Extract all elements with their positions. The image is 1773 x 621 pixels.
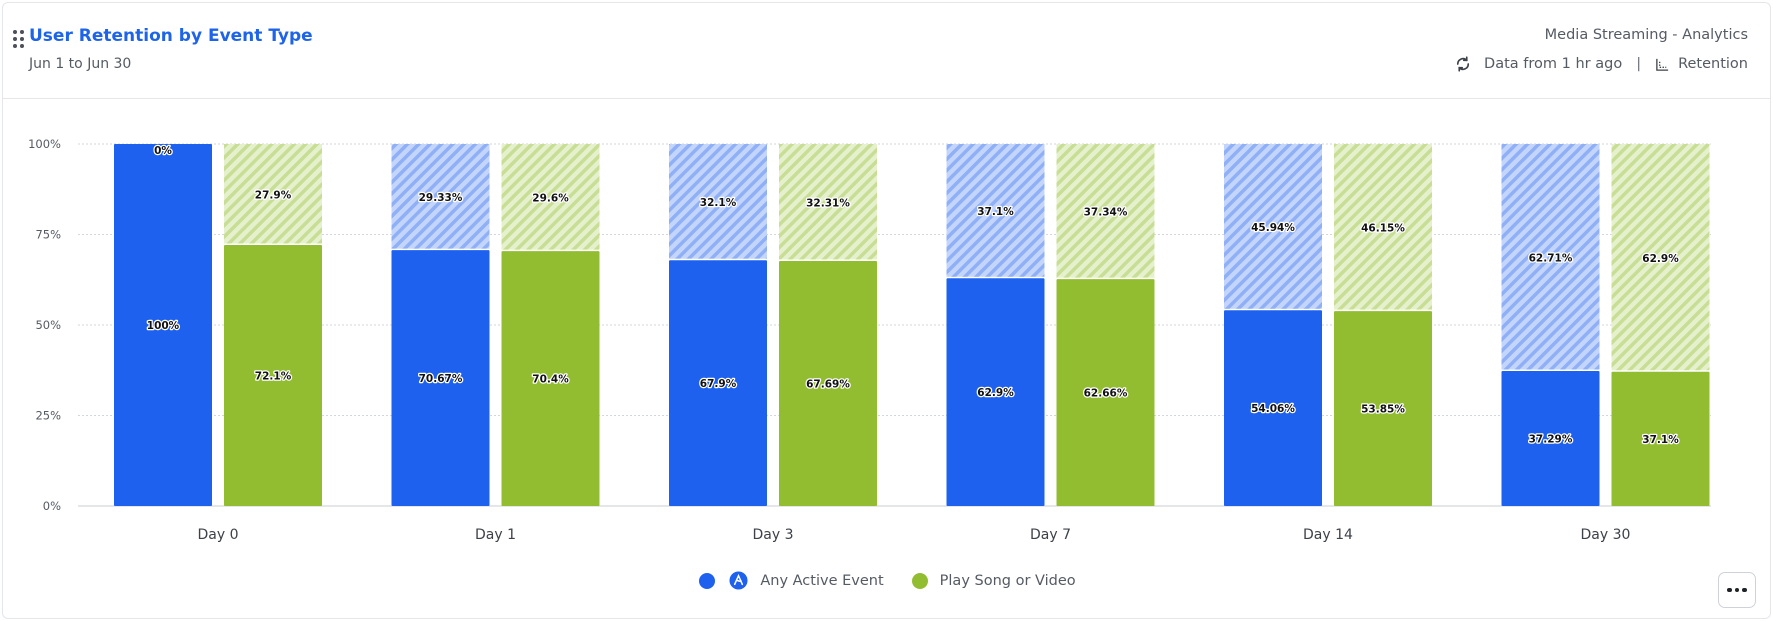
y-tick-label: 100% [28, 137, 61, 151]
dropped-value-label: 32.1% [700, 197, 737, 209]
retained-bar-segment [946, 278, 1045, 506]
dropped-bar-segment [1501, 144, 1600, 370]
dropped-bar-segment [1224, 144, 1322, 309]
x-category-label: Day 3 [752, 527, 793, 543]
retained-bar-segment [224, 244, 322, 507]
y-tick-label: 75% [35, 228, 61, 242]
dropped-value-label: 45.94% [1251, 222, 1295, 234]
x-category-label: Day 0 [197, 527, 238, 543]
refresh-icon[interactable] [1454, 55, 1472, 73]
x-category-label: Day 14 [1303, 527, 1353, 543]
retained-bar-segment [501, 251, 600, 506]
dropped-value-label: 32.31% [806, 197, 850, 209]
retained-value-label: 54.06% [1251, 403, 1295, 415]
retained-value-label: 37.1% [1642, 434, 1679, 446]
retained-bar-segment [1056, 279, 1155, 506]
data-freshness: Data from 1 hr ago [1484, 56, 1623, 72]
x-category-label: Day 7 [1030, 527, 1071, 543]
dropped-bar-segment [1056, 144, 1155, 278]
retained-value-label: 53.85% [1361, 404, 1405, 416]
retained-bar-segment [669, 260, 767, 506]
legend-dot-blue [699, 572, 716, 589]
dropped-bar-segment [669, 144, 767, 259]
retained-value-label: 67.69% [806, 378, 850, 390]
retained-value-label: 62.9% [977, 387, 1014, 399]
chart-meta: Data from 1 hr ago | Retention [1454, 55, 1748, 73]
retained-bar-segment [114, 144, 212, 506]
retained-value-label: 70.67% [419, 373, 463, 385]
dropped-value-label: 37.1% [977, 206, 1014, 218]
chart-kind-label: Retention [1678, 56, 1748, 72]
any-event-icon [729, 571, 748, 590]
retention-bar-chart: 0% 25% 50% 75% 100% 100% 0% 72.1% 27.9% Day 0 70.6… [28, 137, 1711, 543]
more-dots-icon [1742, 587, 1747, 593]
meta-separator: | [1636, 56, 1642, 72]
chart-legend: Any Active Event Play Song or Video [3, 571, 1772, 590]
drag-handle-icon[interactable] [13, 30, 25, 48]
retained-bar-segment [1334, 311, 1432, 506]
y-tick-label: 25% [35, 409, 61, 423]
date-range: Jun 1 to Jun 30 [29, 56, 132, 72]
legend-item-any-active-event[interactable]: Any Active Event [699, 571, 884, 590]
retained-bar-segment [779, 260, 877, 506]
dropped-bar-segment [391, 144, 490, 249]
dropped-bar-segment [946, 144, 1045, 277]
retained-bar-segment [1224, 310, 1322, 506]
dropped-value-label: 46.15% [1361, 223, 1405, 235]
dropped-bar-segment [779, 144, 877, 260]
dropped-bar-segment [1611, 144, 1710, 371]
legend-label: Play Song or Video [939, 572, 1076, 589]
dropped-value-label: 62.71% [1529, 253, 1573, 265]
retained-bar-segment [1501, 371, 1600, 506]
more-dots-icon [1734, 587, 1740, 593]
more-dots-icon [1727, 587, 1732, 593]
y-tick-label: 50% [35, 318, 61, 332]
dropped-bar-segment [501, 144, 600, 250]
y-tick-label: 0% [43, 499, 61, 513]
chart-title[interactable]: User Retention by Event Type [29, 26, 313, 46]
legend-dot-green [911, 572, 928, 589]
dropped-value-label: 27.9% [255, 189, 292, 201]
x-category-label: Day 1 [475, 527, 516, 543]
retained-value-label: 100% [147, 320, 180, 332]
dropped-bar-segment [224, 144, 322, 244]
legend-item-play-song-or-video[interactable]: Play Song or Video [911, 572, 1076, 589]
legend-label: Any Active Event [760, 572, 884, 589]
retention-chart-icon [1656, 58, 1669, 71]
project-source: Media Streaming - Analytics [1544, 27, 1748, 43]
dropped-value-label: 37.34% [1084, 207, 1128, 219]
retained-bar-segment [1611, 371, 1710, 506]
retained-bar-segment [391, 250, 490, 506]
retained-value-label: 67.9% [700, 378, 737, 390]
dropped-value-label: 29.33% [419, 192, 463, 204]
chart-header: User Retention by Event Type Jun 1 to Ju… [3, 3, 1770, 99]
dropped-value-label: 62.9% [1642, 253, 1679, 265]
dropped-value-label: 0% [154, 145, 172, 157]
retained-value-label: 72.1% [255, 370, 292, 382]
more-options-button[interactable] [1718, 572, 1756, 608]
retained-value-label: 37.29% [1529, 434, 1573, 446]
retained-value-label: 70.4% [532, 374, 569, 386]
dropped-bar-segment [1334, 144, 1432, 310]
dropped-value-label: 29.6% [532, 193, 569, 205]
retained-value-label: 62.66% [1084, 388, 1128, 400]
x-category-label: Day 30 [1581, 527, 1631, 543]
